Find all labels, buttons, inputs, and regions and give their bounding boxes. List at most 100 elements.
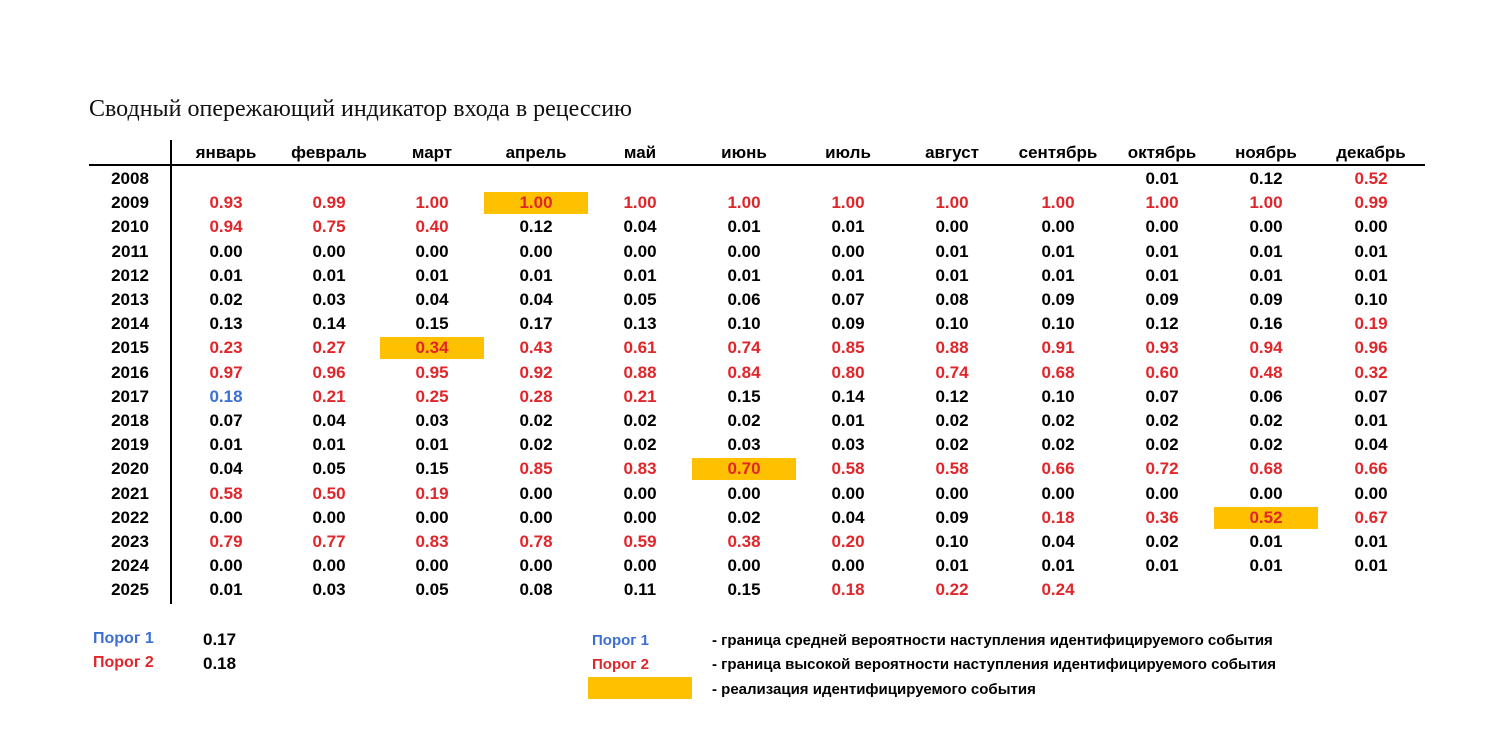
table-cell: 0.40 (415, 217, 449, 237)
table-cell: 0.00 (727, 483, 761, 503)
table-cell: 0.20 (831, 532, 865, 551)
table-cell (796, 168, 900, 190)
table-cell: 0.00 (312, 507, 346, 527)
table-cell: 0.01 (209, 435, 243, 455)
table-cell: 0.00 (623, 483, 657, 503)
column-header: июль (825, 143, 871, 162)
table-cell: 0.15 (415, 459, 449, 479)
table-cell: 0.68 (1249, 459, 1283, 479)
table-cell (588, 168, 692, 190)
table-cell: 0.68 (1041, 362, 1075, 382)
table-cell: 0.12 (1249, 169, 1283, 188)
table-cell: 0.60 (1145, 362, 1179, 382)
table-cell: 0.00 (1249, 483, 1283, 503)
table-cell (900, 168, 1004, 190)
column-header: май (623, 143, 657, 162)
column-header: октябрь (1127, 143, 1197, 162)
table-cell: 0.00 (312, 241, 346, 261)
table-cell: 0.07 (1145, 386, 1179, 406)
table-cell: 0.94 (209, 217, 243, 237)
table-cell: 0.95 (415, 362, 449, 382)
table-cell: 0.00 (935, 217, 969, 237)
table-cell (277, 168, 381, 190)
table-cell: 0.15 (415, 314, 449, 334)
table-cell: 0.00 (1354, 217, 1388, 237)
table-cell: 0.09 (831, 314, 865, 334)
table-cell: 0.04 (623, 217, 657, 237)
table-cell: 0.00 (1041, 217, 1075, 237)
table-cell: 0.70 (692, 458, 796, 481)
table-cell: 0.10 (935, 314, 969, 334)
table-cell: 0.96 (312, 362, 346, 382)
table-cell: 0.04 (831, 507, 865, 527)
row-year-label: 2023 (111, 532, 149, 551)
table-cell: 0.01 (727, 217, 761, 237)
table-cell: 0.00 (623, 556, 657, 576)
table-cell: 0.10 (935, 532, 969, 551)
table-cell: 0.32 (1354, 362, 1388, 382)
table-cell: 0.58 (209, 483, 243, 503)
table-cell: 0.01 (1354, 265, 1388, 285)
table-cell: 0.99 (1354, 193, 1388, 213)
table-cell: 0.67 (1354, 507, 1388, 527)
table-cell: 0.19 (1354, 314, 1388, 334)
table-cell: 0.85 (831, 338, 865, 358)
table-cell: 0.01 (831, 411, 865, 430)
table-cell: 0.00 (519, 483, 553, 503)
legend-highlight-text: - реализация идентифицируемого события (712, 681, 1036, 698)
table-cell (1110, 579, 1214, 601)
legend-threshold-2-text: - граница высокой вероятности наступлени… (712, 656, 1277, 673)
threshold-1-value: 0.17 (203, 630, 237, 649)
table-cell: 0.02 (623, 435, 657, 455)
table-cell: 0.09 (935, 507, 969, 527)
table-cell: 0.01 (623, 265, 657, 285)
table-cell: 0.94 (1249, 338, 1283, 358)
table-cell: 0.15 (727, 580, 761, 600)
table-cell: 0.12 (935, 386, 969, 406)
table-cell: 0.83 (415, 532, 449, 551)
legend-highlight-swatch (588, 677, 692, 699)
table-cell (1214, 579, 1318, 601)
table-cell: 0.01 (1145, 241, 1179, 261)
table-cell: 0.19 (415, 483, 449, 503)
threshold-2-value: 0.18 (203, 654, 237, 673)
table-cell: 0.00 (935, 483, 969, 503)
table-cell: 1.00 (935, 193, 969, 213)
table-cell: 0.34 (380, 337, 484, 360)
table-cell: 0.02 (727, 507, 761, 527)
table-cell: 0.28 (519, 386, 553, 406)
row-year-label: 2010 (111, 217, 149, 237)
table-cell: 1.00 (727, 193, 761, 213)
table-cell: 0.01 (1354, 556, 1388, 576)
table-cell: 0.36 (1145, 507, 1179, 527)
table-cell (484, 168, 588, 190)
table-cell (174, 168, 278, 190)
table-cell: 0.00 (209, 556, 243, 576)
row-year-label: 2013 (111, 290, 149, 309)
table-cell: 0.97 (209, 362, 243, 382)
table-cell: 0.83 (623, 459, 657, 479)
table-cell: 0.08 (519, 580, 553, 600)
table-cell: 0.17 (519, 314, 553, 334)
table-cell: 0.88 (935, 338, 969, 358)
table-cell: 0.78 (519, 532, 553, 551)
table-cell: 0.52 (1214, 506, 1318, 529)
table-cell: 0.05 (312, 459, 346, 479)
table-cell: 0.01 (312, 435, 346, 455)
table-cell: 0.04 (312, 411, 346, 430)
table-cell: 0.00 (312, 556, 346, 576)
table-cell: 0.01 (831, 265, 865, 285)
table-cell: 0.02 (1145, 435, 1179, 455)
table-cell: 0.01 (1145, 556, 1179, 576)
table-cell: 0.11 (623, 580, 657, 600)
legend-threshold-1-text: - граница средней вероятности наступлени… (712, 632, 1273, 649)
row-year-label: 2019 (111, 435, 149, 455)
row-year-label: 2025 (111, 580, 149, 600)
table-cell: 0.02 (1041, 411, 1075, 430)
row-year-label: 2009 (111, 193, 149, 213)
table-cell: 0.01 (1041, 556, 1075, 576)
table-cell: 0.01 (415, 265, 449, 285)
table-cell: 0.02 (519, 411, 553, 430)
table-cell: 0.85 (519, 459, 553, 479)
table-cell: 0.02 (519, 435, 553, 455)
